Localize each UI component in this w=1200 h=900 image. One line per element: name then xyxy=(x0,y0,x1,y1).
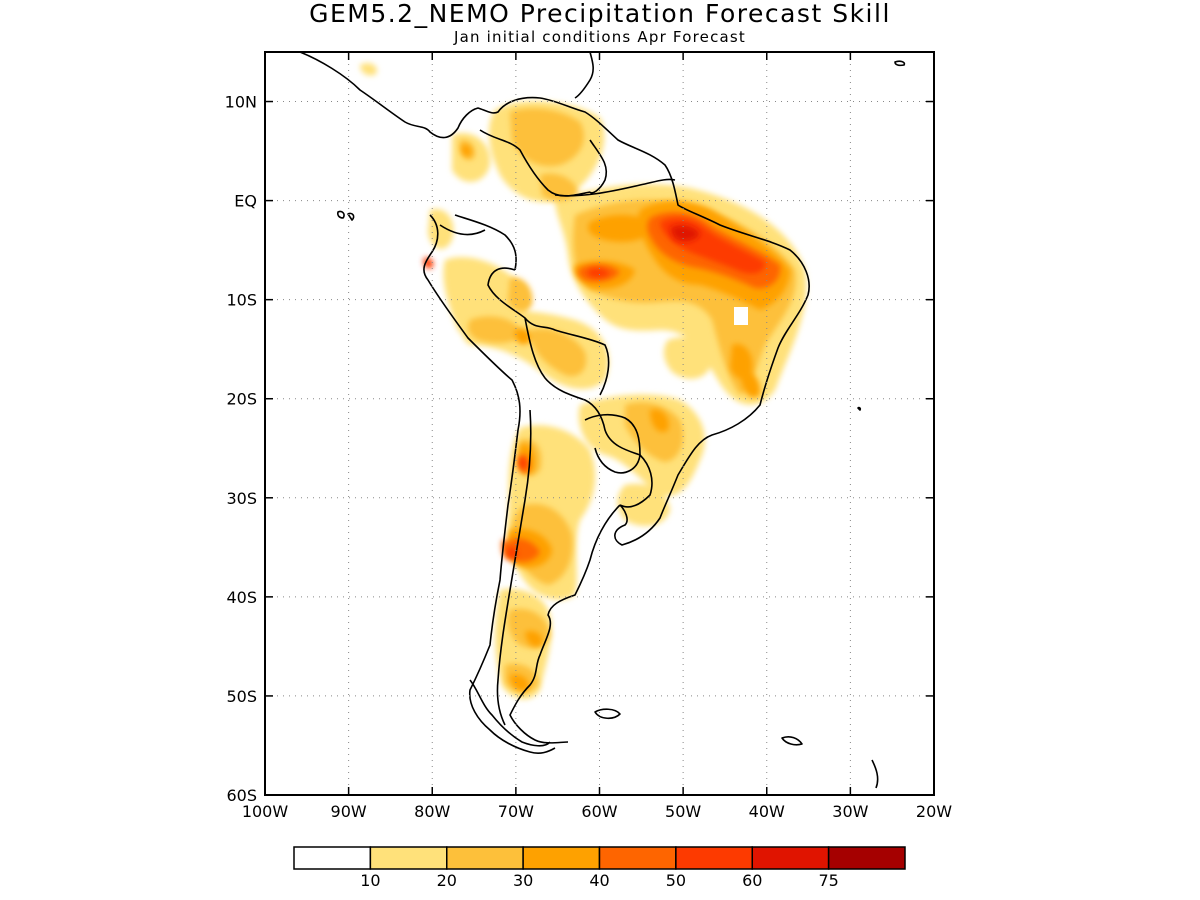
chart-subtitle: Jan initial conditions Apr Forecast xyxy=(453,28,747,46)
central-america-coast xyxy=(299,52,810,546)
colorbar-label: 20 xyxy=(437,871,457,890)
lon-tick-label: 20W xyxy=(916,802,952,821)
border-ecuador-peru xyxy=(439,224,486,236)
lat-tick-label: 10S xyxy=(226,291,257,310)
lon-tick-label: 80W xyxy=(414,802,450,821)
colorbar: 10 20 30 40 50 60 75 xyxy=(293,846,906,890)
lon-tick-label: 40W xyxy=(749,802,785,821)
lat-tick-label: 20S xyxy=(226,390,257,409)
border-brazil-north xyxy=(554,178,676,197)
island-galapagos xyxy=(337,210,355,221)
atlantic-coast-south xyxy=(509,504,621,744)
island-north xyxy=(894,60,906,67)
colorbar-label: 75 xyxy=(818,871,838,890)
lon-tick-label: 70W xyxy=(498,802,534,821)
border-chile-argentina xyxy=(496,409,532,726)
caribbean-cuba xyxy=(574,52,594,99)
lat-tick-label: 60S xyxy=(226,786,257,805)
coastlines xyxy=(299,52,906,789)
lat-tick-label: EQ xyxy=(234,192,257,211)
colorbar-label: 10 xyxy=(360,871,380,890)
pacific-coast xyxy=(423,214,556,755)
island-trindade xyxy=(857,406,862,411)
lon-tick-label: 60W xyxy=(581,802,617,821)
missing-data-patch xyxy=(734,307,748,325)
border-colombia-peru xyxy=(454,214,517,271)
island-south-georgia xyxy=(781,736,803,746)
border-brazil-west xyxy=(487,267,610,396)
tierra-del-fuego xyxy=(469,679,551,747)
lon-tick-label: 50W xyxy=(665,802,701,821)
colorbar-swatch xyxy=(522,846,601,870)
border-bolivia xyxy=(524,317,641,456)
colorbar-swatch xyxy=(369,846,448,870)
map-axes: 100W 90W 80W 70W 60W 50W 40W 30W 20W 10N EQ 10S 20S 3… xyxy=(225,52,952,821)
lat-tick-label: 50S xyxy=(226,687,257,706)
skill-shading xyxy=(360,63,807,700)
colorbar-swatch xyxy=(675,846,753,870)
lon-tick-label: 30W xyxy=(832,802,868,821)
skill-60-75 xyxy=(670,225,700,242)
lat-tick-label: 30S xyxy=(226,489,257,508)
colorbar-label: 30 xyxy=(513,871,533,890)
lon-tick-label: 100W xyxy=(242,802,289,821)
colorbar-swatch xyxy=(598,846,677,870)
chart-title: GEM5.2_NEMO Precipitation Forecast Skill xyxy=(309,0,891,28)
colorbar-swatch xyxy=(293,846,372,870)
border-venezuela-guyana xyxy=(589,139,608,194)
lat-tick-label: 40S xyxy=(226,588,257,607)
colorbar-swatch xyxy=(751,846,830,870)
colorbar-label: 60 xyxy=(742,871,762,890)
island-falklands xyxy=(594,708,621,720)
colorbar-label: 40 xyxy=(589,871,609,890)
colorbar-swatch xyxy=(827,846,906,870)
south-sandwich xyxy=(871,759,879,789)
border-argentina-brazil xyxy=(619,454,653,508)
lat-tick-label: 10N xyxy=(225,93,257,112)
colorbar-label: 50 xyxy=(666,871,686,890)
lon-tick-label: 90W xyxy=(331,802,367,821)
colorbar-swatch xyxy=(446,846,524,870)
